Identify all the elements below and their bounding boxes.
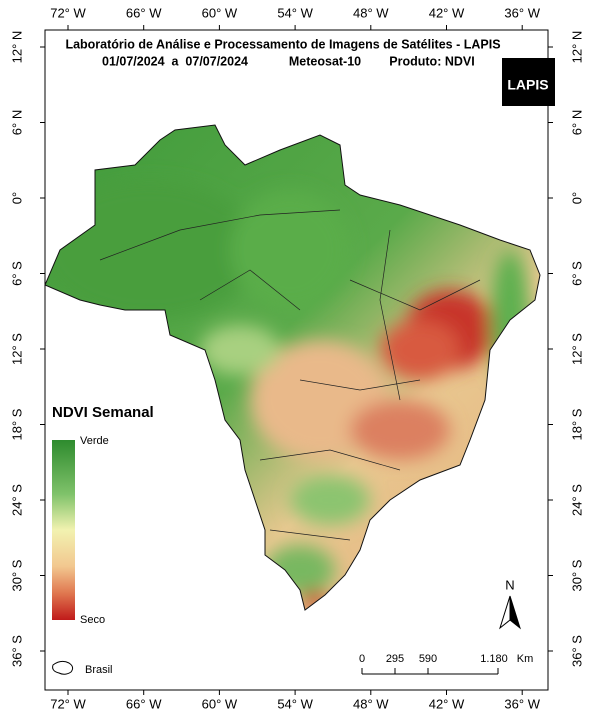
legend-title: NDVI Semanal [52,404,154,421]
latitude-label: 12° N [569,31,584,64]
longitude-label: 66° W [126,5,162,20]
latitude-label: 36° S [9,635,24,667]
scale-label: 295 [386,653,404,665]
longitude-label: 42° W [429,5,465,20]
longitude-label: 60° W [202,5,238,20]
inset-icon [52,660,74,675]
latitude-label: 12° S [9,333,24,365]
product: Produto: NDVI [389,54,474,68]
longitude-label: 54° W [277,5,313,20]
satellite: Meteosat-10 [289,54,361,68]
logo: LAPIS [507,77,548,93]
scale-label: 0 [359,653,365,665]
latitude-label: 6° N [569,110,584,135]
logo-box [502,58,555,106]
scale-label: 590 [419,653,437,665]
north-label: N [505,577,514,592]
graticule-labels: 72° W 72° W 66° W 66° W 60° W 60° W 54° W 54° W… [9,5,584,711]
latitude-label: 30° S [9,559,24,591]
latitude-label: 0° [9,192,24,204]
north-arrow: N [499,577,521,630]
inset-label: Brasil [85,664,113,676]
longitude-label: 72° W [50,5,86,20]
longitude-label: 36° W [504,696,540,711]
latitude-label: 12° N [9,31,24,64]
scale-label: 1.180 [480,653,508,665]
legend-bottom-label: Seco [80,614,105,626]
latitude-label: 24° S [569,484,584,516]
latitude-label: 6° S [569,261,584,286]
latitude-label: 6° S [9,261,24,286]
longitude-label: 60° W [202,696,238,711]
longitude-label: 66° W [126,696,162,711]
latitude-label: 12° S [569,333,584,365]
latitude-label: 18° S [9,408,24,440]
latitude-label: 6° N [9,110,24,135]
legend-colorbar [52,440,75,620]
latitude-label: 0° [569,192,584,204]
date-range: 01/07/2024 a 07/07/2024 [102,54,248,68]
latitude-label: 36° S [569,635,584,667]
latitude-label: 24° S [9,484,24,516]
longitude-label: 54° W [277,696,313,711]
longitude-label: 48° W [353,5,389,20]
latitude-label: 18° S [569,408,584,440]
scale-unit: Km [517,653,534,665]
scale-bar: 0 295 590 1.180 Km [359,653,534,675]
longitude-label: 42° W [429,696,465,711]
legend-top-label: Verde [80,435,109,447]
longitude-label: 72° W [50,696,86,711]
title: Laboratório de Análise e Processamento d… [65,37,500,51]
latitude-label: 30° S [569,559,584,591]
longitude-label: 48° W [353,696,389,711]
longitude-label: 36° W [504,5,540,20]
